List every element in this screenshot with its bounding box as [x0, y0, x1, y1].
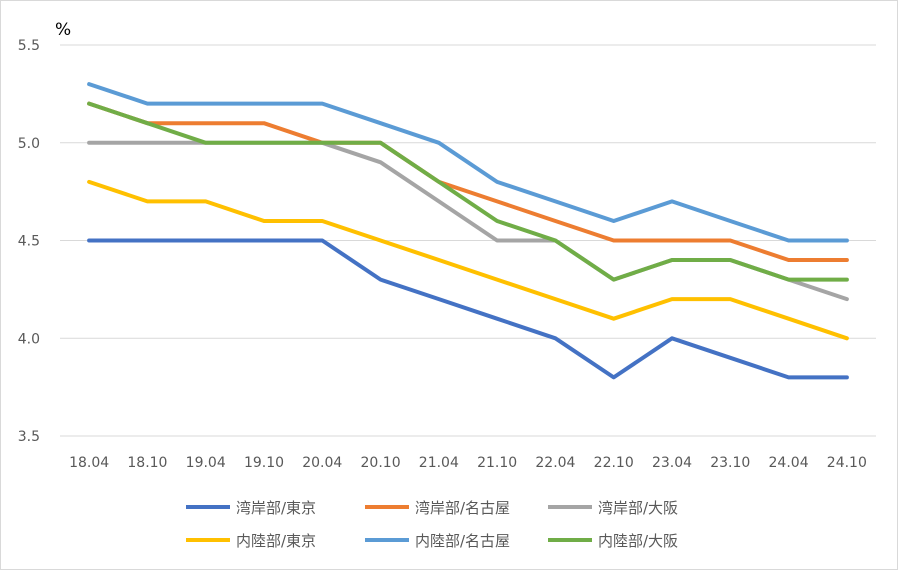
x-tick-label: 24.04	[769, 455, 809, 471]
y-tick-label: 4.5	[18, 234, 40, 250]
x-tick-label: 19.10	[244, 455, 284, 471]
x-tick-label: 19.04	[186, 455, 226, 471]
legend-label: 湾岸部/東京	[236, 499, 316, 517]
y-tick-label: 5.5	[18, 38, 40, 54]
x-tick-label: 24.10	[827, 455, 867, 471]
series-line	[87, 238, 849, 380]
legend-label: 内陸部/大阪	[598, 532, 678, 550]
y-tick-label: 4.0	[18, 331, 40, 347]
x-tick-label: 23.04	[652, 455, 692, 471]
legend-label: 内陸部/東京	[236, 532, 316, 550]
y-axis-ticks: 5.5 5.0 4.5 4.0 3.5	[18, 38, 40, 445]
series-line	[87, 82, 849, 243]
legend-label: 湾岸部/大阪	[598, 499, 678, 517]
series-line	[87, 101, 849, 282]
x-tick-label: 18.10	[127, 455, 167, 471]
series-lines	[87, 82, 849, 380]
x-axis-ticks: 18.04 18.10 19.04 19.10 20.04 20.10 21.04 21.10…	[69, 455, 867, 471]
x-tick-label: 22.04	[535, 455, 575, 471]
y-tick-label: 3.5	[18, 429, 40, 445]
x-tick-label: 21.10	[477, 455, 517, 471]
series-line	[87, 179, 849, 341]
y-tick-label: 5.0	[18, 136, 40, 152]
x-tick-label: 18.04	[69, 455, 109, 471]
x-tick-label: 20.10	[361, 455, 401, 471]
x-tick-label: 22.10	[594, 455, 634, 471]
legend-label: 内陸部/名古屋	[415, 532, 510, 550]
series-line	[87, 101, 849, 262]
x-tick-label: 23.10	[710, 455, 750, 471]
legend-label: 湾岸部/名古屋	[415, 499, 510, 517]
x-tick-label: 21.04	[419, 455, 459, 471]
y-unit-label: %	[55, 20, 71, 40]
x-tick-label: 20.04	[302, 455, 342, 471]
